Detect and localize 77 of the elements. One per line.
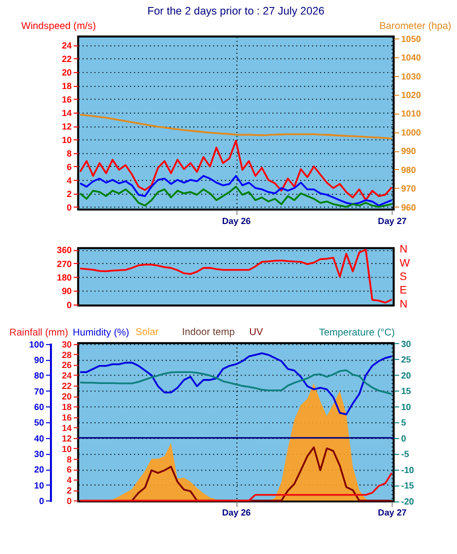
y-tick-label: 8 [66, 148, 72, 158]
y-tick-label: 30 [34, 449, 44, 460]
y-tick-label: 12 [62, 122, 72, 132]
line-series [79, 248, 393, 304]
y2-tick-label: -15 [401, 480, 414, 491]
y2-tick-label: 0 [401, 433, 406, 444]
text: W [400, 257, 411, 270]
y3-axis-title: Rainfall (mm) [9, 328, 68, 339]
y2-tick-label: 990 [401, 146, 416, 156]
y-tick-label: 20 [34, 464, 44, 475]
y-tick-label: 90 [34, 355, 44, 366]
y-tick-label: 20 [62, 68, 72, 78]
y-tick-label: 6 [66, 162, 72, 172]
y-tick-label: 80 [34, 370, 44, 381]
y-tick-label: 22 [62, 54, 72, 64]
text: N [400, 244, 408, 256]
line-series [79, 186, 393, 208]
y2-tick-label: -5 [401, 449, 410, 460]
y-tick-label: 40 [34, 433, 44, 444]
y-tick-label: 18 [62, 81, 72, 92]
text: UV [249, 327, 264, 338]
line-series [79, 175, 393, 206]
y-tick-label: 0 [66, 300, 72, 310]
y-tick-label: 360 [56, 245, 72, 256]
y2-tick-label: 1000 [401, 127, 421, 138]
y2-tick-label: -20 [401, 496, 414, 506]
y2-tick-label: 30 [401, 338, 412, 349]
text: S [400, 271, 407, 284]
y-tick-label: 10 [34, 480, 44, 490]
y-tick-label: 0 [66, 202, 72, 212]
y-tick-label: 270 [56, 258, 72, 269]
y-tick-label: 14 [62, 108, 72, 118]
y-tick-label: 70 [34, 386, 44, 396]
x-tick-label: Day 27 [378, 216, 407, 226]
y2-tick-label: 25 [401, 354, 412, 365]
text: N [400, 298, 408, 310]
y-tick-label: 24 [62, 40, 72, 51]
line-series [79, 352, 393, 416]
y2-tick-label: 1050 [401, 34, 421, 44]
x-tick-label: Day 26 [222, 216, 251, 226]
y2-tick-label: 960 [401, 202, 416, 212]
line-series [79, 140, 393, 202]
y2-tick-label: 980 [401, 164, 416, 175]
y-tick-label: 4 [66, 175, 72, 186]
text: Solar [136, 327, 160, 338]
y-axis-title: Windspeed (m/s) [21, 21, 96, 32]
text: E [400, 284, 407, 297]
y-tick-label: 60 [34, 402, 44, 412]
y2-tick-label: 10 [401, 402, 412, 412]
chart-title: For the 2 days prior to : 27 July 2026 [147, 6, 324, 18]
y-tick-label: 50 [34, 418, 44, 428]
y2-tick-label: 1040 [401, 52, 421, 63]
y-tick-label: 100 [29, 339, 44, 350]
y2-tick-label: 1020 [401, 90, 421, 100]
y3-tick-label: 28 [62, 350, 72, 360]
y2-tick-label: 1030 [401, 71, 421, 82]
line-series [79, 369, 393, 396]
x-tick-label: Day 27 [378, 508, 407, 518]
y-tick-label: 2 [66, 188, 72, 199]
y2-tick-label: 1010 [401, 108, 421, 119]
y2-axis-title: Temperature (°C) [319, 328, 395, 339]
x-tick-label: Day 26 [222, 508, 251, 518]
y2-tick-label: -10 [401, 464, 414, 475]
y2-tick-label: 970 [401, 184, 416, 194]
y2-tick-label: 5 [401, 418, 406, 428]
y2-axis-title: Barometer (hpa) [379, 21, 452, 32]
y2-tick-label: 15 [401, 386, 412, 396]
y-tick-label: 16 [62, 94, 72, 105]
text: Indoor temp [182, 327, 236, 338]
y-axis-title: Humidity (%) [72, 328, 130, 339]
y-tick-label: 10 [62, 134, 72, 145]
line-series [79, 114, 393, 140]
y-tick-label: 0 [39, 496, 44, 506]
y2-tick-label: 20 [401, 370, 412, 380]
y3-tick-label: 26 [62, 360, 72, 370]
y-tick-label: 180 [56, 272, 72, 283]
y-tick-label: 90 [62, 286, 72, 296]
